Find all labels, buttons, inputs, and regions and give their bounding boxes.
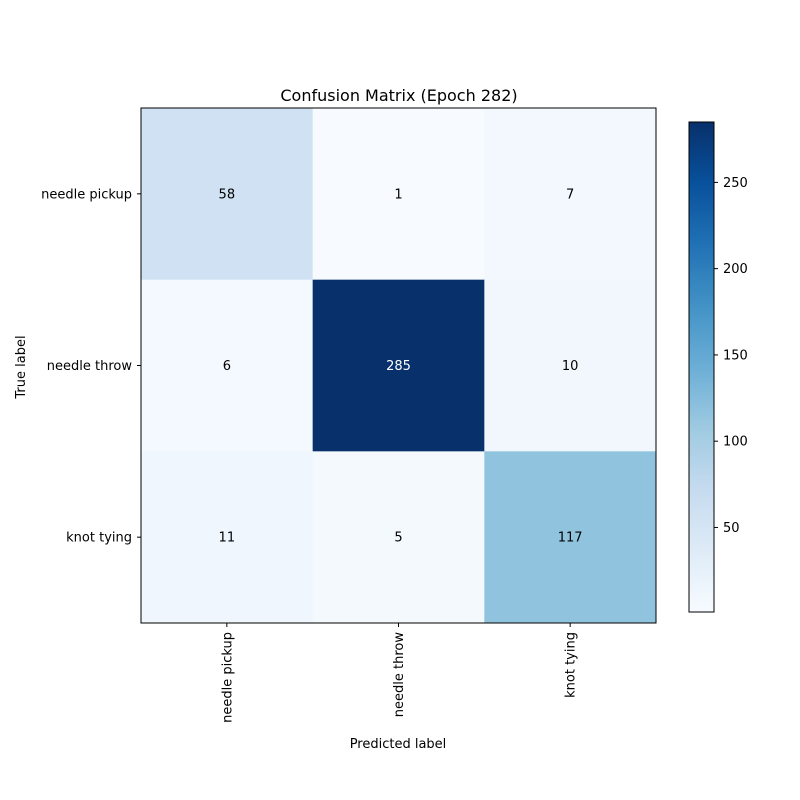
heatmap-cell-1-1 <box>312 279 485 452</box>
y-axis-label: True label <box>14 335 29 399</box>
x-axis-ticks: needle pickup needle throw knot tying <box>220 623 579 723</box>
x-tick-label: knot tying <box>564 632 579 698</box>
cell-value-2-0: 11 <box>219 531 236 546</box>
y-tick-label: knot tying <box>66 531 132 546</box>
cell-value-0-0: 58 <box>219 187 236 202</box>
heatmap-cell-0-0 <box>141 108 314 281</box>
cell-value-0-1: 1 <box>394 187 402 202</box>
y-axis-ticks: needle pickup needle throw knot tying <box>41 187 141 546</box>
cell-value-1-2: 10 <box>562 359 579 374</box>
heatmap-cell-1-0 <box>141 279 314 452</box>
cell-value-0-2: 7 <box>566 187 574 202</box>
heatmap-cell-2-2 <box>484 451 657 624</box>
chart-title: Confusion Matrix (Epoch 282) <box>280 86 517 105</box>
x-axis-label: Predicted label <box>350 737 447 752</box>
heatmap-cells <box>141 108 657 624</box>
colorbar-tick-label: 200 <box>723 262 748 277</box>
colorbar-tick-label: 50 <box>723 521 740 536</box>
cell-value-2-2: 117 <box>558 531 583 546</box>
x-tick-label: needle pickup <box>220 632 235 723</box>
heatmap-cell-2-1 <box>312 451 485 624</box>
x-tick-label: needle throw <box>392 632 407 718</box>
colorbar-tick-label: 150 <box>723 348 748 363</box>
cell-value-1-0: 6 <box>223 359 231 374</box>
colorbar-tick-label: 250 <box>723 176 748 191</box>
colorbar-ticks: 50 100 150 200 250 <box>714 176 748 536</box>
cell-value-2-1: 5 <box>394 531 402 546</box>
heatmap-cell-0-1 <box>312 108 485 281</box>
heatmap-cell-1-2 <box>484 279 657 452</box>
heatmap-cell-0-2 <box>484 108 657 281</box>
heatmap-cell-labels: 58 1 7 6 285 10 11 5 117 <box>219 187 583 545</box>
colorbar-tick-label: 100 <box>723 435 748 450</box>
heatmap-cell-2-0 <box>141 451 314 624</box>
y-tick-label: needle throw <box>47 359 133 374</box>
colorbar <box>688 121 715 613</box>
cell-value-1-1: 285 <box>386 359 411 374</box>
y-tick-label: needle pickup <box>41 187 132 202</box>
